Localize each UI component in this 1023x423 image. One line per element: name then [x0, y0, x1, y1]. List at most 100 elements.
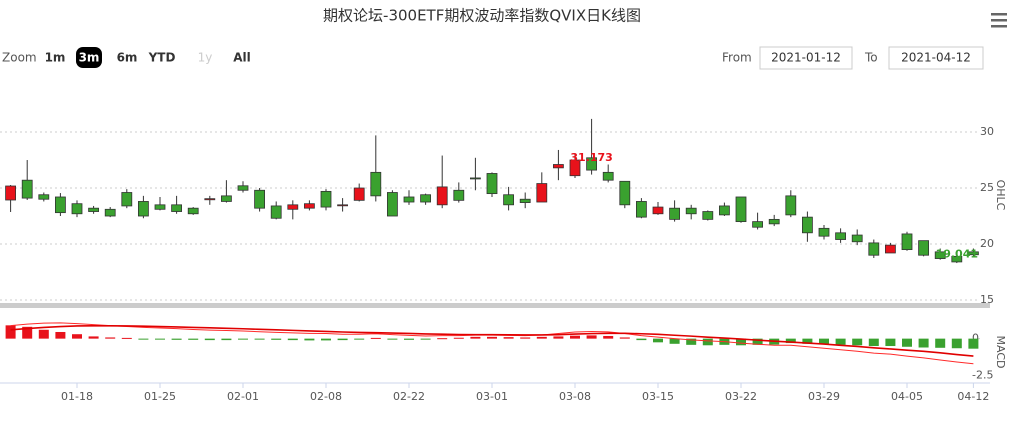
candle-body — [885, 244, 896, 254]
candle-body — [137, 201, 149, 217]
candle-body — [636, 201, 647, 218]
menu-bar — [991, 19, 1007, 22]
y-tick-label: 15 — [980, 293, 994, 306]
candle-body — [702, 211, 714, 220]
candle-body — [934, 251, 946, 259]
zoom-button[interactable]: 3m — [79, 51, 100, 65]
macd-bar — [636, 338, 647, 341]
macd-bar — [254, 338, 265, 340]
macd-bar — [271, 338, 282, 340]
x-tick-label: 02-08 — [310, 390, 342, 403]
candle-body — [851, 234, 863, 243]
candle-body — [38, 194, 50, 200]
macd-bar — [105, 337, 116, 339]
zoom-button[interactable]: All — [233, 51, 251, 65]
candle-body — [685, 207, 697, 215]
macd-bar — [5, 325, 16, 339]
macd-bar — [238, 338, 248, 340]
candle-body — [71, 203, 83, 215]
candle-body — [553, 164, 564, 169]
macd-bar — [819, 338, 829, 345]
x-tick-label: 03-08 — [559, 390, 591, 403]
to-label: To — [864, 51, 878, 65]
menu-bar — [991, 25, 1007, 28]
candle-body — [652, 206, 664, 215]
candle-body — [752, 221, 763, 228]
zoom-button-bg[interactable] — [76, 47, 102, 68]
y-tick-label: 20 — [980, 237, 994, 250]
candle-body — [171, 204, 183, 212]
macd-bar — [619, 337, 630, 339]
macd-bar — [603, 335, 614, 339]
to-input-box[interactable] — [888, 46, 984, 70]
macd-bar — [420, 338, 431, 340]
candle-body — [287, 204, 299, 210]
macd-bar — [702, 338, 713, 346]
candle-body — [586, 157, 597, 171]
macd-bar — [38, 329, 49, 339]
candle-body — [420, 194, 432, 203]
y-axis-label: OHLC — [994, 180, 1007, 211]
zoom-button[interactable]: YTD — [148, 51, 176, 65]
macd-bar — [968, 338, 979, 349]
macd-bar — [736, 338, 746, 346]
x-tick-label: 01-25 — [144, 390, 176, 403]
zoom-button: 1y — [198, 51, 213, 65]
from-input-box[interactable] — [759, 46, 853, 70]
candle-body — [835, 232, 846, 240]
macd-bar — [437, 338, 448, 340]
y-tick-label: 25 — [980, 181, 994, 194]
macd-bar — [536, 336, 547, 339]
chart-title: 期权论坛-300ETF期权波动率指数QVIX日K线图 — [323, 7, 641, 25]
candle-body — [785, 195, 797, 216]
macd-bar — [404, 338, 414, 340]
candle-body — [453, 189, 465, 201]
candle-body — [951, 255, 963, 263]
candle-body — [503, 194, 515, 206]
candle-body — [320, 190, 332, 208]
max-label: 31.173 — [570, 151, 612, 164]
y-tick-label: 0 — [972, 332, 979, 345]
candle-body — [337, 204, 349, 207]
macd-bar — [935, 338, 946, 348]
candle-body — [303, 203, 315, 209]
candle-body — [719, 205, 730, 216]
candle-body — [21, 179, 33, 199]
candle-body — [918, 240, 929, 256]
candle-body — [370, 171, 382, 197]
candle-body — [669, 207, 680, 220]
x-tick-label: 02-22 — [393, 390, 425, 403]
macd-bar — [287, 338, 298, 341]
x-tick-label: 01-18 — [61, 390, 93, 403]
zoom-button[interactable]: 6m — [117, 51, 138, 65]
candle-body — [121, 192, 133, 207]
macd-bar — [138, 338, 149, 340]
macd-bar — [72, 334, 82, 339]
macd-bar — [22, 326, 33, 339]
to-input[interactable]: 2021-04-12 — [901, 51, 971, 65]
macd-bar — [586, 335, 597, 339]
candle-body — [735, 196, 747, 223]
macd-bar — [321, 338, 331, 341]
candle-body — [403, 196, 415, 203]
macd-bar — [487, 336, 497, 339]
macd-bar — [188, 338, 199, 340]
panel-divider — [0, 303, 990, 308]
candle-body — [469, 177, 481, 180]
macd-bar — [121, 337, 132, 339]
from-input[interactable]: 2021-01-12 — [771, 51, 841, 65]
macd-bar — [155, 338, 165, 340]
candle-body — [5, 185, 16, 201]
y-axis-label: MACD — [994, 336, 1007, 369]
macd-bar — [171, 338, 182, 340]
candle-body — [254, 189, 266, 209]
macd-bar — [354, 338, 365, 340]
menu-icon[interactable] — [991, 13, 1007, 28]
macd-bar — [653, 338, 663, 343]
candle-body — [536, 183, 548, 203]
zoom-button[interactable]: 1m — [45, 51, 66, 65]
candle-body — [88, 207, 99, 212]
macd-bar — [868, 338, 879, 347]
macd-line — [10, 324, 974, 357]
